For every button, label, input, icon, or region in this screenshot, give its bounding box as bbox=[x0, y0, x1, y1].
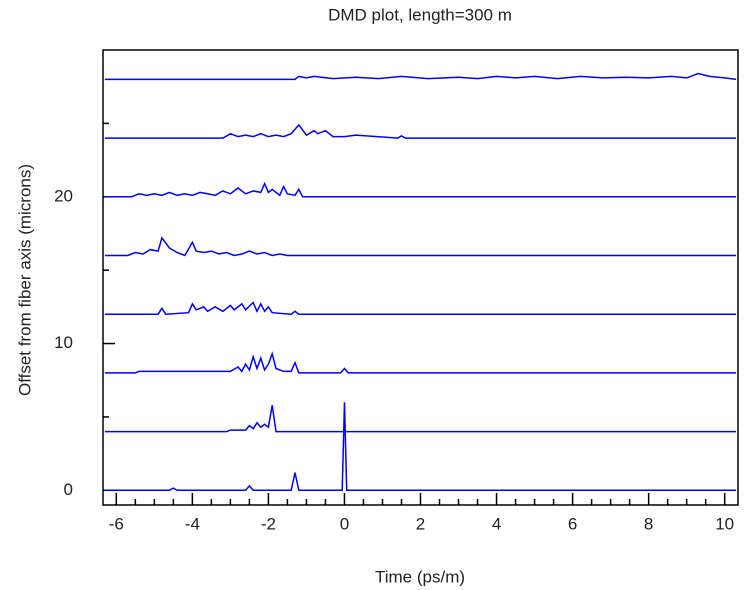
x-tick-label: 8 bbox=[644, 514, 653, 533]
y-tick-label: 10 bbox=[54, 333, 73, 352]
chart-title: DMD plot, length=300 m bbox=[328, 5, 512, 24]
x-tick-label: 4 bbox=[492, 514, 501, 533]
trace bbox=[104, 301, 737, 315]
trace bbox=[104, 123, 737, 139]
trace bbox=[104, 72, 737, 81]
trace bbox=[104, 351, 737, 374]
x-tick-label: 6 bbox=[568, 514, 577, 533]
trace bbox=[104, 405, 737, 433]
trace bbox=[104, 236, 737, 257]
x-tick-label: -4 bbox=[185, 514, 200, 533]
trace bbox=[104, 402, 737, 492]
y-tick-label: 0 bbox=[64, 480, 73, 499]
x-tick-label: 10 bbox=[715, 514, 734, 533]
x-tick-label: 0 bbox=[340, 514, 349, 533]
y-axis-label: Offset from fiber axis (microns) bbox=[15, 164, 34, 396]
x-axis-label: Time (ps/m) bbox=[375, 567, 465, 586]
x-tick-label: 2 bbox=[416, 514, 425, 533]
x-tick-label: -6 bbox=[109, 514, 124, 533]
y-tick-label: 20 bbox=[54, 186, 73, 205]
trace bbox=[104, 181, 737, 198]
x-tick-label: -2 bbox=[261, 514, 276, 533]
